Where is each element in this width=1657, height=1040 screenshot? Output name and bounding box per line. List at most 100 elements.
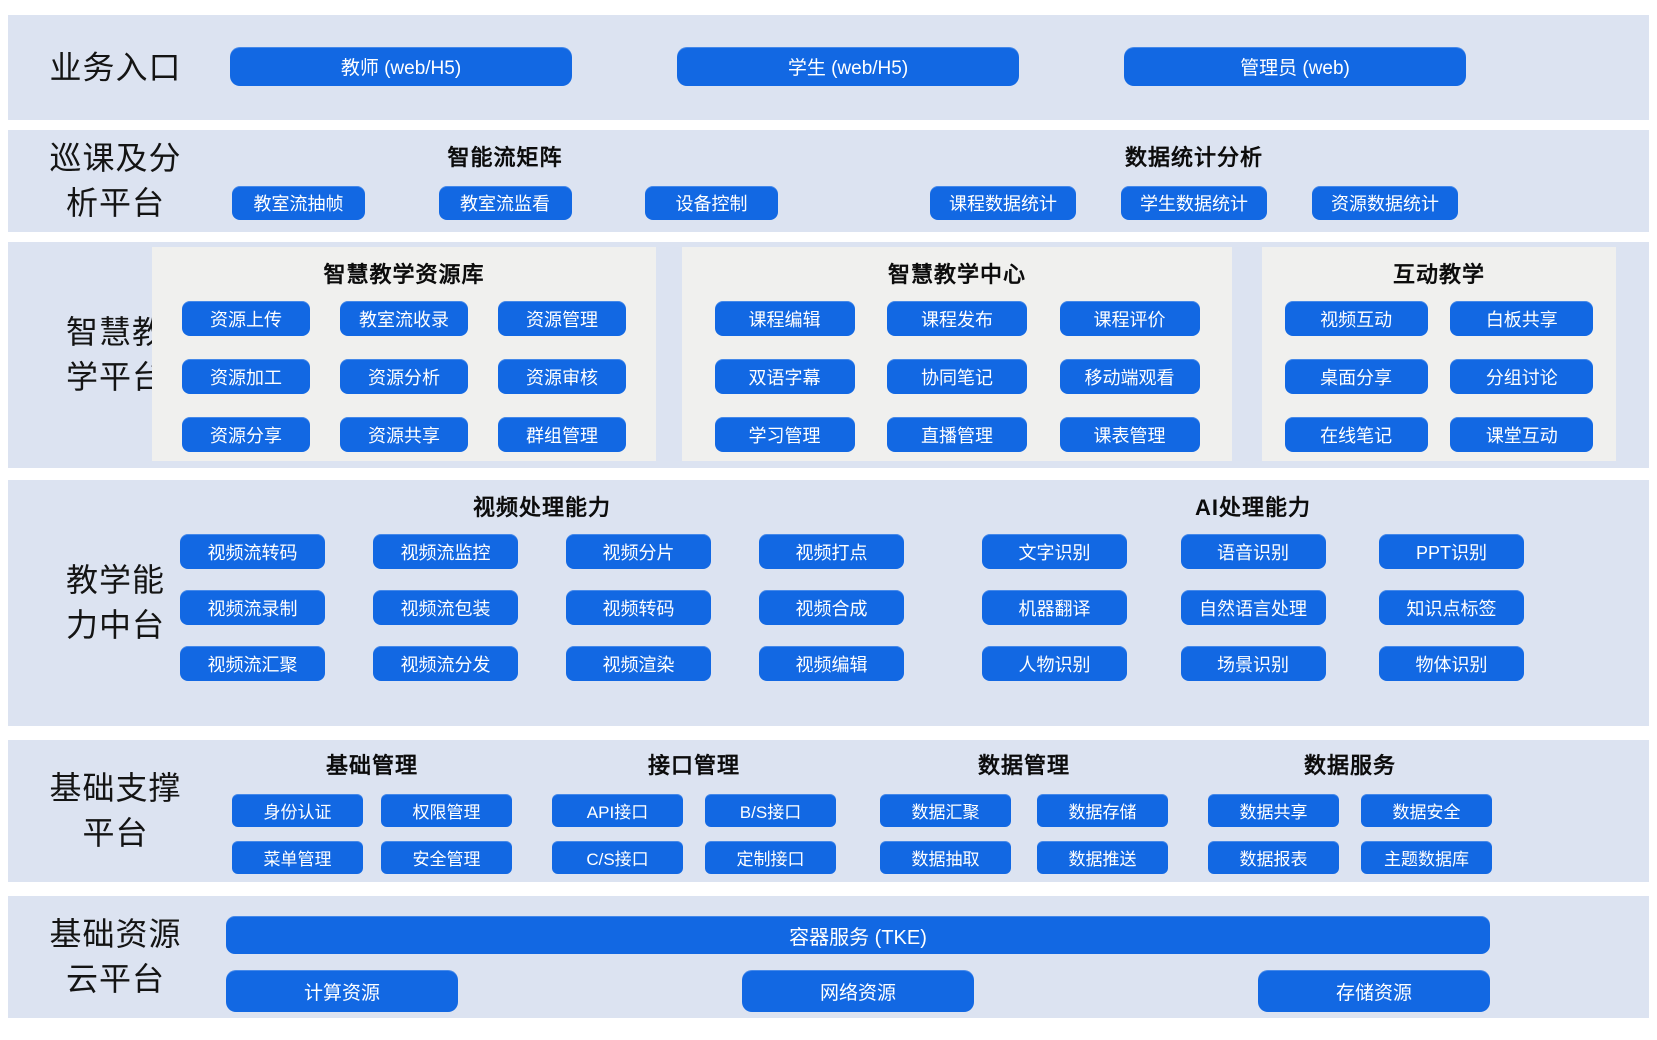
basic-management-button[interactable]: 菜单管理: [232, 841, 363, 874]
video-processing-button[interactable]: 视频编辑: [759, 646, 904, 681]
entry-button[interactable]: 学生 (web/H5): [677, 47, 1019, 86]
interface-management-button[interactable]: C/S接口: [552, 841, 683, 874]
teaching-center-button[interactable]: 直播管理: [887, 417, 1027, 452]
data-statistics-button[interactable]: 学生数据统计: [1121, 186, 1267, 220]
resource-library-button[interactable]: 资源管理: [498, 301, 626, 336]
video-processing-button[interactable]: 视频流分发: [373, 646, 518, 681]
band-label-smart-teaching: 智慧教 学平台: [65, 314, 165, 395]
resource-library-button[interactable]: 资源分析: [340, 359, 468, 394]
panel-resource-library: 智慧教学资源库 资源上传 教室流收录 资源管理资源加工 资源分析 资源审核资源分享 资源共…: [152, 247, 656, 461]
data-management-button[interactable]: 数据存储: [1037, 794, 1168, 827]
video-processing-button[interactable]: 视频分片: [566, 534, 711, 569]
cloud-resource-button[interactable]: 存储资源: [1258, 970, 1490, 1012]
teaching-center-button[interactable]: 学习管理: [714, 417, 855, 452]
teaching-center-button[interactable]: 课表管理: [1059, 417, 1200, 452]
band-label-capability: 教学能 力中台: [65, 562, 165, 643]
ai-processing-button[interactable]: PPT识别: [1379, 534, 1524, 569]
teaching-center-button[interactable]: 课程编辑: [714, 301, 855, 336]
teaching-center-button[interactable]: 协同笔记: [887, 359, 1027, 394]
data-service-button[interactable]: 数据共享: [1208, 794, 1339, 827]
ai-processing-button[interactable]: 机器翻译: [982, 590, 1127, 625]
video-processing-button[interactable]: 视频打点: [759, 534, 904, 569]
band-cloud-platform: 基础资源 云平台 容器服务 (TKE) 计算资源 网络资源 存储资源: [8, 896, 1649, 1018]
resource-library-button[interactable]: 资源分享: [182, 417, 310, 452]
teaching-center-button[interactable]: 课程评价: [1059, 301, 1200, 336]
interface-management-button[interactable]: 定制接口: [705, 841, 836, 874]
video-processing-button[interactable]: 视频转码: [566, 590, 711, 625]
resource-library-button[interactable]: 资源上传: [182, 301, 310, 336]
video-processing-button[interactable]: 视频合成: [759, 590, 904, 625]
data-statistics-buttons: 课程数据统计 学生数据统计 资源数据统计: [930, 186, 1458, 220]
video-processing-button[interactable]: 视频渲染: [566, 646, 711, 681]
interactive-teaching-button[interactable]: 分组讨论: [1450, 359, 1594, 394]
teaching-center-button[interactable]: 双语字幕: [714, 359, 855, 394]
stream-matrix-buttons: 教室流抽帧 教室流监看 设备控制: [232, 186, 778, 220]
basic-management-button[interactable]: 身份认证: [232, 794, 363, 827]
resource-library-button[interactable]: 资源加工: [182, 359, 310, 394]
data-service-button[interactable]: 数据报表: [1208, 841, 1339, 874]
ai-processing-button[interactable]: 场景识别: [1180, 646, 1326, 681]
ai-processing-button[interactable]: 人物识别: [982, 646, 1127, 681]
resource-library-button[interactable]: 资源审核: [498, 359, 626, 394]
video-processing-button[interactable]: 视频流包装: [373, 590, 518, 625]
data-management-buttons: 数据汇聚 数据存储 数据抽取 数据推送: [880, 794, 1168, 874]
ai-processing-button[interactable]: 自然语言处理: [1180, 590, 1326, 625]
interface-management-buttons: API接口 B/S接口 C/S接口 定制接口: [552, 794, 836, 874]
stream-matrix-button[interactable]: 教室流监看: [438, 186, 572, 220]
teaching-center-button[interactable]: 课程发布: [887, 301, 1027, 336]
data-service-button[interactable]: 数据安全: [1361, 794, 1492, 827]
interactive-teaching-button[interactable]: 视频互动: [1284, 301, 1428, 336]
video-processing-button[interactable]: 视频流汇聚: [180, 646, 325, 681]
band-smart-teaching-platform: 智慧教 学平台 智慧教学资源库 资源上传 教室流收录 资源管理资源加工 资源分析 资源审…: [8, 242, 1649, 468]
video-processing-button[interactable]: 视频流录制: [180, 590, 325, 625]
data-management-button[interactable]: 数据汇聚: [880, 794, 1011, 827]
resource-library-button[interactable]: 教室流收录: [340, 301, 468, 336]
entry-button[interactable]: 管理员 (web): [1124, 47, 1466, 86]
ai-processing-buttons: 文字识别 语音识别 PPT识别机器翻译 自然语言处理 知识点标签人物识别 场景识别 物体识别: [982, 534, 1524, 681]
data-service-buttons: 数据共享 数据安全 数据报表 主题数据库: [1208, 794, 1492, 874]
data-management-button[interactable]: 数据抽取: [880, 841, 1011, 874]
stream-matrix-button[interactable]: 教室流抽帧: [232, 186, 365, 220]
panel-title-resource-library: 智慧教学资源库: [323, 262, 485, 287]
resource-library-button[interactable]: 群组管理: [498, 417, 626, 452]
teaching-center-button[interactable]: 移动端观看: [1059, 359, 1200, 394]
group-data-statistics: 数据统计分析 课程数据统计 学生数据统计 资源数据统计: [930, 140, 1458, 220]
data-management-button[interactable]: 数据推送: [1037, 841, 1168, 874]
interactive-teaching-buttons: 视频互动 白板共享 桌面分享 分组讨论 在线笔记 课堂互动: [1262, 301, 1616, 452]
group-basic-management: 基础管理 身份认证 权限管理 菜单管理 安全管理: [232, 748, 512, 874]
container-service-bar[interactable]: 容器服务 (TKE): [226, 916, 1490, 954]
band-label-cloud: 基础资源 云平台: [49, 916, 182, 997]
stream-matrix-button[interactable]: 设备控制: [645, 186, 778, 220]
group-title-interface-management: 接口管理: [647, 753, 740, 778]
interface-management-button[interactable]: B/S接口: [705, 794, 836, 827]
basic-management-button[interactable]: 权限管理: [381, 794, 512, 827]
teaching-center-buttons: 课程编辑 课程发布 课程评价双语字幕 协同笔记 移动端观看学习管理 直播管理 课表管理: [682, 301, 1232, 452]
ai-processing-button[interactable]: 语音识别: [1180, 534, 1326, 569]
data-statistics-button[interactable]: 课程数据统计: [930, 186, 1076, 220]
ai-processing-button[interactable]: 知识点标签: [1379, 590, 1524, 625]
entry-button[interactable]: 教师 (web/H5): [230, 47, 572, 86]
band-capability-middle-platform: 教学能 力中台 视频处理能力 视频流转码 视频流监控 视频分片 视频打点 视频流录制 视频…: [8, 480, 1649, 726]
group-data-management: 数据管理 数据汇聚 数据存储 数据抽取 数据推送: [880, 748, 1168, 874]
interactive-teaching-button[interactable]: 白板共享: [1450, 301, 1594, 336]
video-processing-button[interactable]: 视频流监控: [373, 534, 518, 569]
interactive-teaching-button[interactable]: 课堂互动: [1450, 417, 1594, 452]
group-title-data-service: 数据服务: [1303, 753, 1396, 778]
ai-processing-button[interactable]: 文字识别: [982, 534, 1127, 569]
band-support-platform: 基础支撑 平台 基础管理 身份认证 权限管理 菜单管理 安全管理 接口管理 API接口…: [8, 740, 1649, 882]
data-service-button[interactable]: 主题数据库: [1361, 841, 1492, 874]
interface-management-button[interactable]: API接口: [552, 794, 683, 827]
band-label-business-entry: 业务入口: [49, 49, 182, 86]
data-statistics-button[interactable]: 资源数据统计: [1312, 186, 1458, 220]
cloud-resource-button[interactable]: 计算资源: [226, 970, 458, 1012]
interactive-teaching-button[interactable]: 在线笔记: [1284, 417, 1428, 452]
cloud-resource-row: 计算资源 网络资源 存储资源: [226, 970, 1490, 1012]
cloud-resource-button[interactable]: 网络资源: [742, 970, 974, 1012]
video-processing-button[interactable]: 视频流转码: [180, 534, 325, 569]
group-interface-management: 接口管理 API接口 B/S接口 C/S接口 定制接口: [552, 748, 836, 874]
resource-library-button[interactable]: 资源共享: [340, 417, 468, 452]
basic-management-button[interactable]: 安全管理: [381, 841, 512, 874]
interactive-teaching-button[interactable]: 桌面分享: [1284, 359, 1428, 394]
panel-title-teaching-center: 智慧教学中心: [887, 262, 1026, 287]
ai-processing-button[interactable]: 物体识别: [1379, 646, 1524, 681]
